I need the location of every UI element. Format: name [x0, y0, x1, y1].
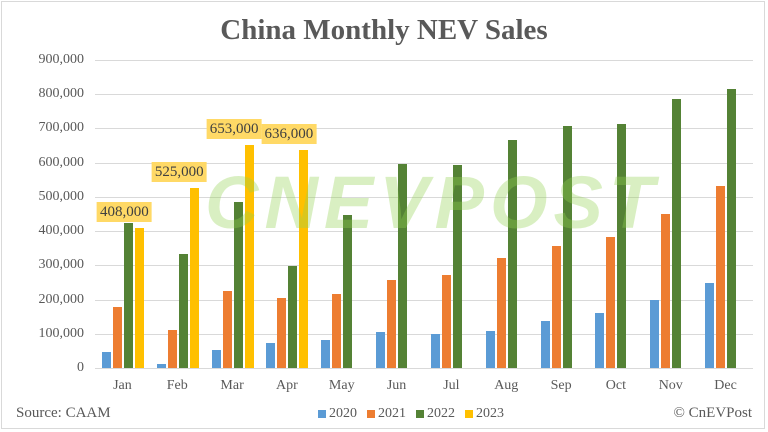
x-tick-label: Jun — [386, 378, 407, 393]
bar-2021-jul — [441, 275, 451, 368]
chart-title: China Monthly NEV Sales — [220, 14, 548, 46]
x-tick-label: Aug — [494, 378, 519, 393]
legend-label: 2022 — [427, 406, 455, 421]
bar-2020-oct — [595, 313, 605, 368]
x-tick-label: Mar — [220, 378, 244, 393]
x-tick-label: Jul — [443, 378, 460, 393]
gridline — [95, 265, 753, 266]
bar-2020-jul — [430, 334, 440, 368]
bar-2022-feb — [178, 253, 188, 368]
copyright-note: © CnEVPost — [673, 405, 753, 421]
y-tick-label: 900,000 — [38, 52, 85, 67]
y-tick-label: 200,000 — [38, 291, 85, 307]
gridline — [95, 94, 753, 95]
bar-2022-nov — [672, 99, 682, 368]
y-tick-label: 300,000 — [38, 257, 85, 273]
y-tick-label: 800,000 — [38, 86, 85, 102]
bar-2022-mar — [233, 202, 243, 368]
y-tick-label: 500,000 — [38, 188, 85, 204]
bar-2020-dec — [705, 283, 715, 368]
bar-2020-nov — [650, 299, 660, 368]
bar-2023-apr — [299, 150, 309, 368]
gridline — [95, 128, 753, 129]
bar-2022-sep — [562, 125, 572, 368]
legend-item-2021: 2021 — [367, 406, 406, 422]
bar-2020-jan — [101, 352, 111, 368]
bar-2021-jan — [112, 306, 122, 368]
legend-item-2022: 2022 — [416, 406, 455, 422]
gridline — [95, 300, 753, 301]
bar-2022-may — [343, 215, 353, 368]
bar-2022-dec — [727, 89, 737, 368]
gridline — [95, 163, 753, 164]
legend-label: 2020 — [329, 406, 357, 421]
gridline — [95, 334, 753, 335]
legend: 2020 2021 2022 2023 — [318, 406, 504, 422]
bar-2021-aug — [496, 258, 506, 368]
legend-swatch-icon — [465, 410, 473, 418]
source-note: Source: CAAM — [16, 405, 111, 421]
bar-2021-feb — [167, 330, 177, 368]
x-tick-label: Oct — [605, 378, 627, 393]
bar-2021-may — [332, 293, 342, 368]
bar-2020-may — [321, 339, 331, 368]
bar-2023-jan — [134, 228, 144, 368]
bar-2021-oct — [606, 236, 616, 368]
x-tick-label: Apr — [276, 378, 298, 393]
bar-2021-nov — [661, 214, 671, 368]
x-tick-label: Jan — [113, 378, 132, 393]
bar-2022-jul — [452, 165, 462, 368]
bar-2020-mar — [211, 349, 221, 368]
bar-2020-jun — [376, 332, 386, 368]
bar-2020-apr — [266, 343, 276, 368]
gridline — [95, 197, 753, 198]
x-tick-label: Dec — [714, 378, 737, 393]
bar-2021-dec — [716, 186, 726, 368]
bar-2020-sep — [540, 320, 550, 368]
bar-2021-mar — [222, 290, 232, 368]
bar-2022-jun — [398, 164, 408, 368]
data-label-mar: 653,000 — [206, 118, 262, 139]
x-tick-label: Feb — [166, 378, 188, 393]
data-label-apr: 636,000 — [261, 124, 317, 145]
x-tick-label: Sep — [550, 378, 572, 393]
bar-2020-aug — [485, 330, 495, 368]
y-tick-label: 400,000 — [38, 223, 85, 239]
x-tick-label: Nov — [658, 378, 683, 393]
legend-swatch-icon — [367, 410, 375, 418]
data-label-jan: 408,000 — [97, 202, 152, 223]
data-label-feb: 525,000 — [151, 162, 207, 183]
bar-2020-feb — [156, 363, 166, 368]
bar-2023-mar — [244, 144, 254, 368]
y-tick-label: 100,000 — [38, 325, 85, 341]
legend-swatch-icon — [318, 410, 326, 418]
legend-label: 2023 — [476, 406, 504, 421]
bar-2022-apr — [288, 265, 298, 368]
gridline — [95, 368, 753, 369]
y-tick-label: 0 — [77, 360, 84, 375]
y-tick-label: 600,000 — [38, 154, 85, 170]
gridline — [95, 231, 753, 232]
legend-item-2023: 2023 — [465, 406, 504, 422]
bar-2022-jan — [123, 222, 133, 368]
bar-2022-oct — [617, 123, 627, 368]
legend-item-2020: 2020 — [318, 406, 357, 422]
gridline — [95, 60, 753, 61]
bar-2023-feb — [189, 188, 199, 368]
legend-label: 2021 — [378, 406, 406, 421]
bar-2021-sep — [551, 245, 561, 368]
y-tick-label: 700,000 — [38, 120, 85, 136]
bar-2021-jun — [387, 280, 397, 368]
x-tick-label: May — [328, 378, 355, 393]
bar-2022-aug — [507, 140, 517, 368]
bar-2021-apr — [277, 297, 287, 368]
legend-swatch-icon — [416, 410, 424, 418]
